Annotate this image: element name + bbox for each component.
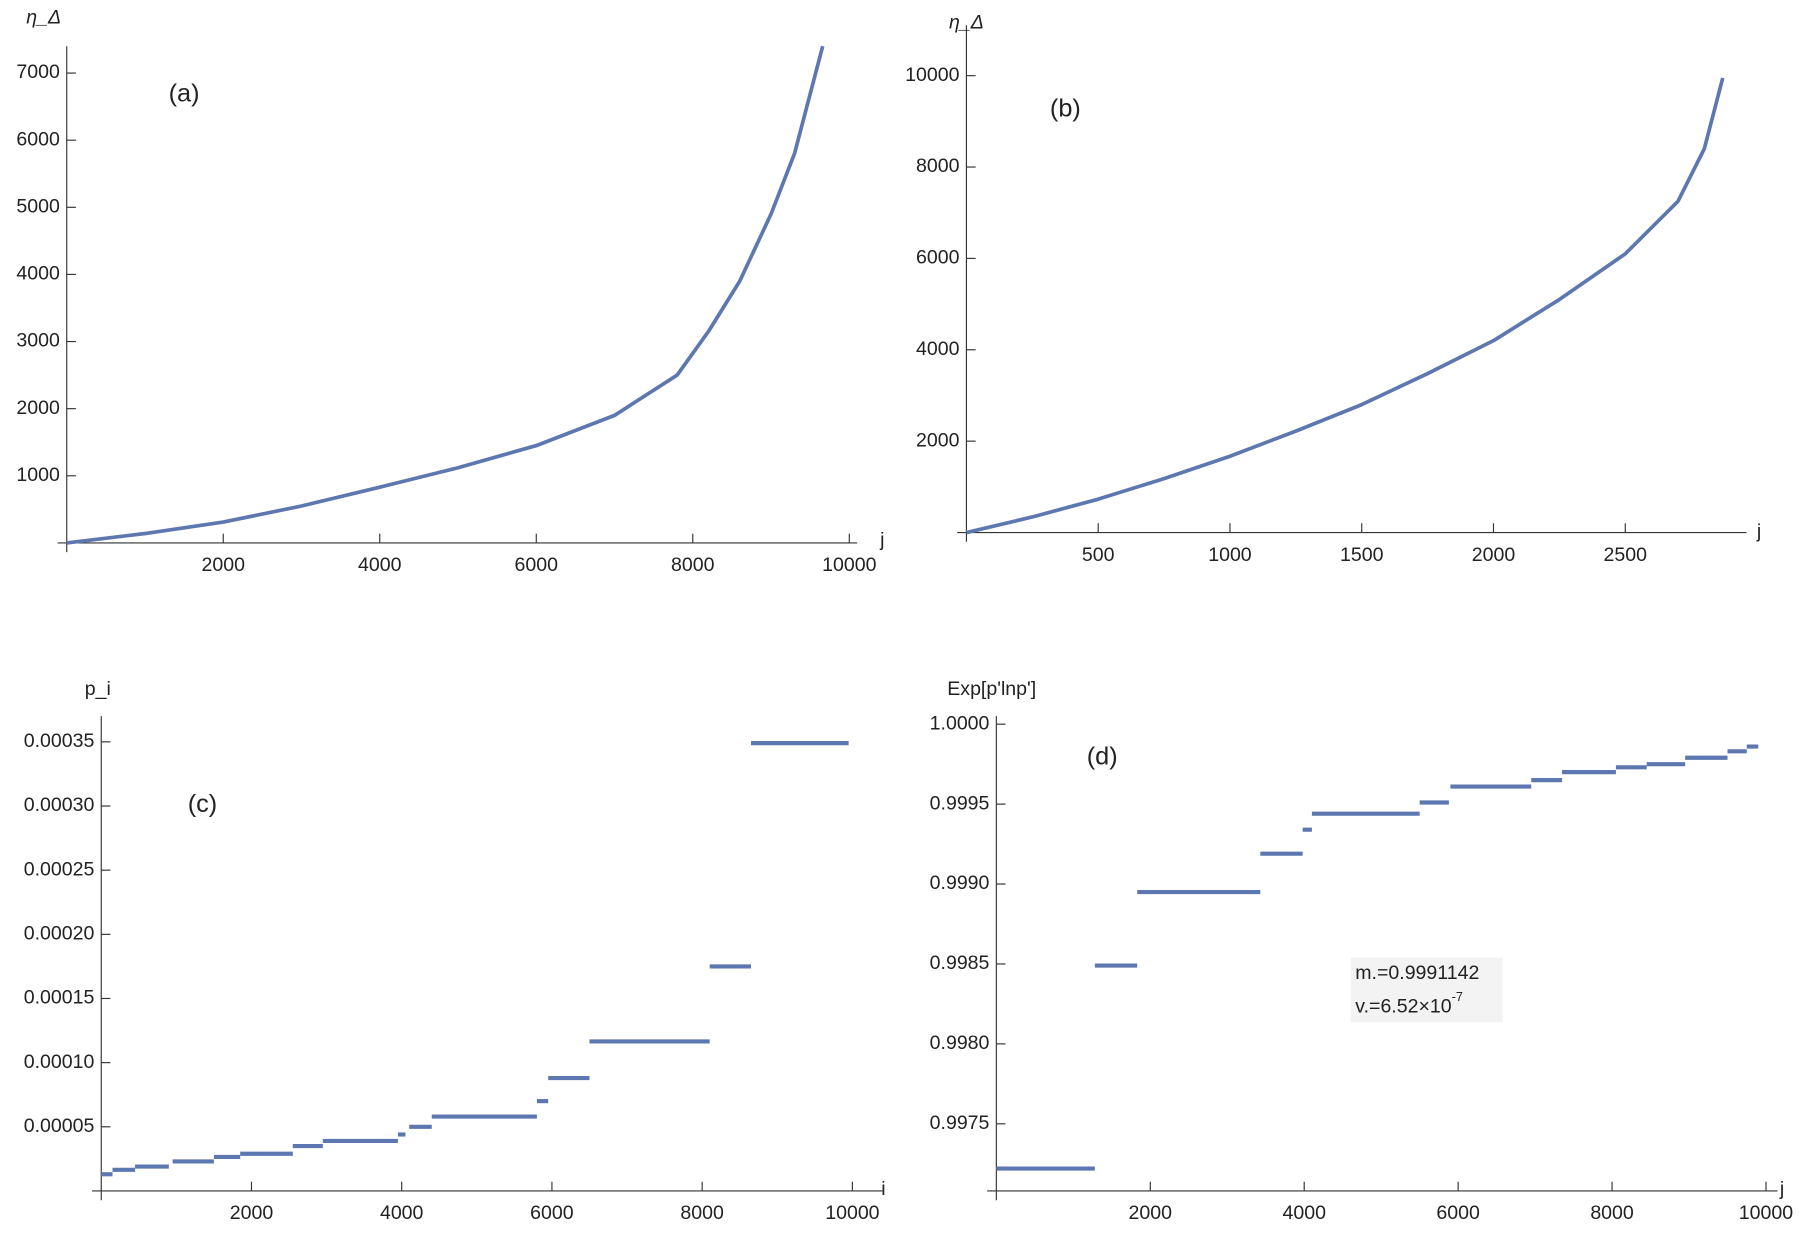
x-axis-label: i <box>881 1178 885 1200</box>
x-axis-label: j <box>1779 1178 1784 1200</box>
y-tick-label: 4000 <box>16 263 60 285</box>
y-tick-label: 6000 <box>16 128 60 150</box>
annotation-text: m.=0.9991142 <box>1355 962 1479 984</box>
y-tick-label: 0.00010 <box>24 1051 95 1073</box>
y-tick-label: 0.00005 <box>24 1115 95 1137</box>
x-tick-label: 1500 <box>1340 544 1384 566</box>
y-tick-label: 7000 <box>16 61 60 83</box>
y-axis-label: η_Δ <box>949 11 984 33</box>
y-tick-label: 0.00020 <box>24 922 95 944</box>
x-tick-label: 6000 <box>515 554 559 576</box>
panel: 0.9975 0.9980 0.9985 0.9990 0.9995 1.0000 2000… <box>930 678 1794 1224</box>
annotation: m.=0.9991142 <box>1355 962 1479 984</box>
y-tick-label: 0.9995 <box>930 792 990 814</box>
y-tick-label: 6000 <box>916 247 960 269</box>
annotation-text: v.=6.52×10 <box>1355 995 1451 1017</box>
x-tick-label: 2000 <box>1129 1202 1173 1224</box>
data-line <box>66 45 825 545</box>
y-tick-label: 1.0000 <box>930 712 990 734</box>
x-tick-label: 2000 <box>1472 544 1516 566</box>
y-axis-label: p_i <box>85 678 111 700</box>
y-tick-label: 0.00035 <box>24 730 95 752</box>
x-tick-label: 4000 <box>358 554 402 576</box>
panel: 2000 4000 6000 8000 10000 500 1000 1500 2000 2500… <box>905 11 1761 566</box>
x-tick-label: 6000 <box>1436 1202 1480 1224</box>
x-axis-label: j <box>1756 521 1761 543</box>
y-axis-label: η_Δ <box>26 7 61 29</box>
annotation: v.=6.52×10-7 <box>1355 990 1463 1017</box>
x-tick-label: 2500 <box>1604 544 1648 566</box>
x-tick-label: 1000 <box>1208 544 1252 566</box>
x-tick-label: 6000 <box>530 1202 574 1224</box>
x-tick-label: 4000 <box>380 1202 424 1224</box>
x-tick-label: 8000 <box>1590 1202 1634 1224</box>
y-tick-label: 0.00030 <box>24 794 95 816</box>
panel-label: (d) <box>1087 742 1118 770</box>
y-axis-label: Exp[p'lnp'] <box>947 678 1036 700</box>
x-tick-label: 500 <box>1082 544 1115 566</box>
panel-label: (c) <box>188 790 218 818</box>
annotation-background <box>1350 957 1503 1023</box>
data-line <box>966 77 1725 535</box>
y-tick-label: 0.00015 <box>24 987 95 1009</box>
y-tick-label: 4000 <box>916 338 960 360</box>
x-tick-label: 2000 <box>230 1202 274 1224</box>
panel: 0.00005 0.00010 0.00015 0.00020 0.00025 0.000… <box>24 678 886 1224</box>
x-tick-label: 10000 <box>822 554 876 576</box>
x-tick-label: 10000 <box>825 1202 879 1224</box>
y-tick-label: 0.00025 <box>24 858 95 880</box>
x-tick-label: 8000 <box>671 554 715 576</box>
x-tick-label: 8000 <box>680 1202 724 1224</box>
y-tick-label: 0.9980 <box>930 1032 990 1054</box>
x-tick-label: 10000 <box>1739 1202 1793 1224</box>
x-axis-label: j <box>879 529 884 551</box>
y-tick-label: 1000 <box>16 464 60 486</box>
y-tick-label: 10000 <box>905 64 959 86</box>
y-tick-label: 2000 <box>916 429 960 451</box>
y-tick-label: 3000 <box>16 330 60 352</box>
panel-label: (a) <box>169 79 200 107</box>
y-tick-label: 2000 <box>16 397 60 419</box>
y-tick-label: 0.9985 <box>930 952 990 974</box>
x-tick-label: 4000 <box>1282 1202 1326 1224</box>
x-tick-label: 2000 <box>202 554 246 576</box>
y-tick-label: 8000 <box>916 155 960 177</box>
panel-label: (b) <box>1050 94 1081 122</box>
y-tick-label: 0.9990 <box>930 872 990 894</box>
y-tick-label: 0.9975 <box>930 1112 990 1134</box>
annotation-superscript: -7 <box>1452 990 1463 1004</box>
y-tick-label: 5000 <box>16 195 60 217</box>
panel: 1000 2000 3000 4000 5000 6000 7000 2000 4000 6000… <box>16 7 884 577</box>
